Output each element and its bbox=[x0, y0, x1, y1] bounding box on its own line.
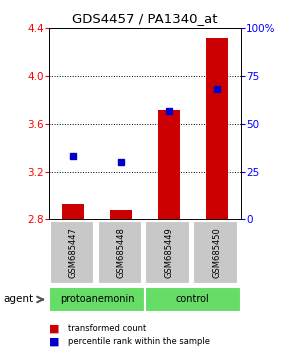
Bar bbox=[146, 221, 190, 284]
Text: GSM685450: GSM685450 bbox=[212, 227, 221, 278]
Bar bbox=[49, 287, 145, 312]
Bar bbox=[206, 38, 228, 219]
Bar bbox=[98, 221, 142, 284]
Text: transformed count: transformed count bbox=[68, 324, 146, 333]
Text: ■: ■ bbox=[49, 323, 60, 333]
Text: GSM685449: GSM685449 bbox=[164, 227, 173, 278]
Text: agent: agent bbox=[3, 295, 33, 304]
Bar bbox=[62, 204, 84, 219]
Text: percentile rank within the sample: percentile rank within the sample bbox=[68, 337, 210, 346]
Text: control: control bbox=[176, 295, 210, 304]
Text: protoanemonin: protoanemonin bbox=[60, 295, 134, 304]
Bar bbox=[193, 221, 238, 284]
Bar bbox=[110, 210, 132, 219]
Text: ■: ■ bbox=[49, 337, 60, 347]
Bar bbox=[50, 221, 94, 284]
Bar bbox=[158, 110, 180, 219]
Text: GDS4457 / PA1340_at: GDS4457 / PA1340_at bbox=[72, 12, 218, 25]
Text: GSM685448: GSM685448 bbox=[117, 227, 126, 278]
Text: GSM685447: GSM685447 bbox=[69, 227, 78, 278]
Bar bbox=[145, 287, 241, 312]
